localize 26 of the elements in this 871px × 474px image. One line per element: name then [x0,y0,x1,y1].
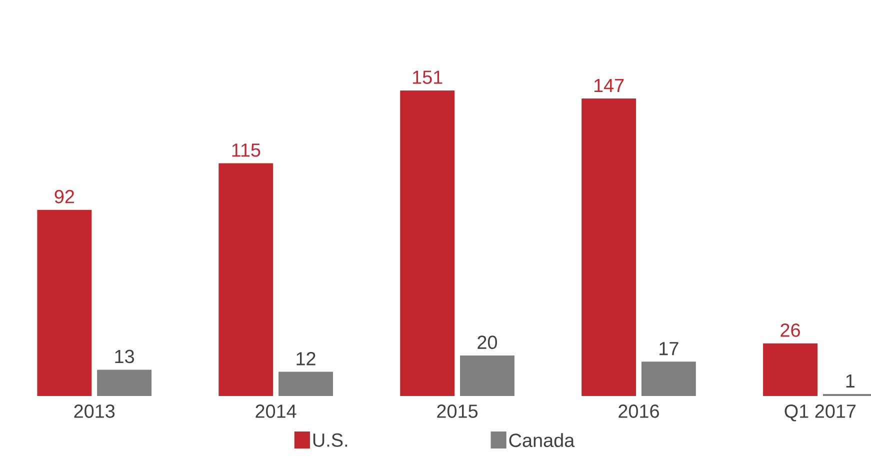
data-label: 151 [412,70,442,84]
data-label: 147 [594,79,624,92]
legend-label: Canada [509,433,575,448]
bar [641,362,696,396]
x-tick-label: 2014 [256,404,296,418]
data-label: 1 [846,374,854,388]
data-label: 17 [660,342,678,356]
bar [97,370,152,396]
data-label: 115 [232,144,260,157]
bar [763,343,818,396]
bar [218,163,274,396]
legend-label: U.S. [313,433,348,447]
bar [582,98,636,396]
x-tick-label: 2015 [437,404,478,418]
x-tick-label: 2013 [74,404,115,418]
x-tick-label: Q1 2017 [784,404,856,422]
bar [400,90,455,396]
data-label: 92 [54,190,74,204]
bar [460,356,514,396]
x-tick-label: 2016 [618,404,659,418]
bar [278,372,333,396]
data-label: 12 [296,352,316,366]
bar [37,210,92,396]
data-label: 26 [780,323,800,337]
data-label: 13 [115,350,134,364]
data-label: 20 [478,336,497,350]
